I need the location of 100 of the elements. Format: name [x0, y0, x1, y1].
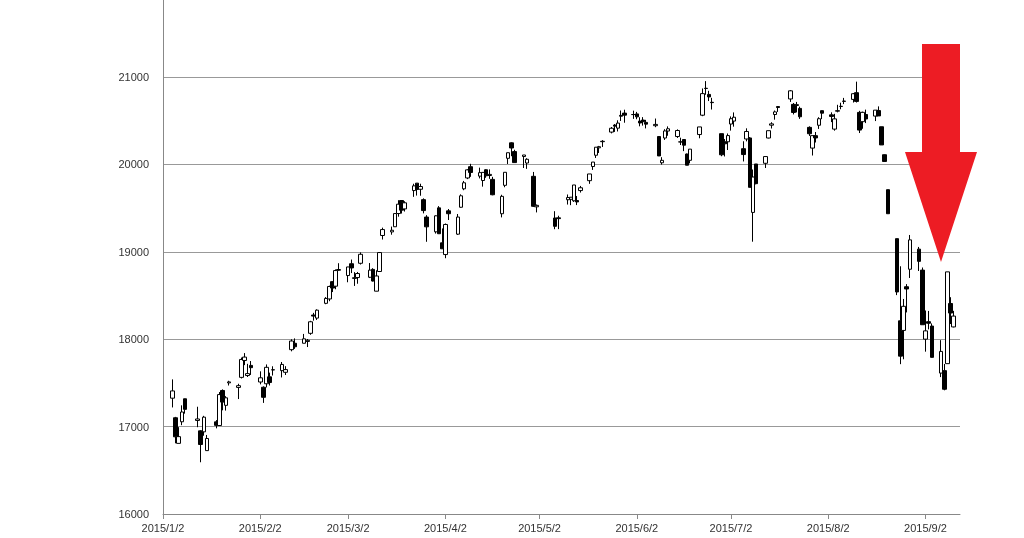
- x-tick-label: 2015/1/2: [141, 521, 185, 534]
- candlestick: [302, 333, 306, 344]
- candlestick: [261, 385, 266, 404]
- x-tick-label: 2015/8/2: [806, 521, 850, 534]
- candlestick: [352, 271, 357, 287]
- x-tick-label: 2015/7/2: [709, 521, 753, 534]
- candlestick: [572, 184, 576, 203]
- candlestick: [412, 183, 416, 198]
- candlestick: [710, 97, 714, 111]
- candlestick: [283, 365, 288, 376]
- candlestick: [315, 308, 319, 321]
- candlestick: [280, 361, 284, 378]
- candlestick: [613, 123, 617, 133]
- y-tick-label: 16000: [118, 508, 149, 520]
- candlestick: [578, 185, 583, 194]
- candlestick: [249, 360, 253, 376]
- candlestick: [236, 383, 241, 400]
- candlestick: [390, 226, 394, 236]
- candlestick: [675, 128, 680, 139]
- candlestick: [788, 89, 793, 103]
- candlestick: [522, 154, 526, 169]
- candlestick: [446, 208, 451, 221]
- candlestick: [468, 163, 473, 178]
- x-tick-label: 2015/3/2: [326, 521, 370, 534]
- y-tick-label: 19000: [118, 245, 149, 258]
- candlestick: [311, 312, 316, 322]
- candlestick: [732, 111, 736, 128]
- candlestick: [854, 81, 859, 104]
- candlestick: [358, 251, 363, 266]
- candlestick: [421, 197, 426, 214]
- candlestick: [644, 119, 648, 129]
- candlestick: [587, 173, 592, 185]
- candlestick: [609, 126, 614, 134]
- candlestick: [481, 171, 485, 188]
- candlestick: [763, 156, 768, 169]
- candlestick: [271, 365, 275, 377]
- candlestick: [289, 338, 294, 352]
- candlestick: [368, 262, 372, 279]
- candlestick: [500, 194, 504, 218]
- candlestick: [459, 193, 463, 209]
- candlestick: [490, 176, 495, 196]
- candlestick: [594, 146, 598, 159]
- candlestick: [591, 161, 595, 171]
- x-tick-label: 2015/9/2: [904, 521, 947, 534]
- candlestick: [697, 126, 702, 139]
- candlestick: [227, 380, 231, 386]
- candlestick: [553, 210, 557, 230]
- candlestick: [663, 128, 667, 141]
- candlestick: [682, 139, 686, 152]
- candlestick: [886, 189, 890, 215]
- candlestick: [556, 215, 561, 230]
- candlestick: [832, 113, 837, 132]
- candlestick: [525, 157, 529, 170]
- y-tick-label: 20000: [118, 158, 149, 171]
- candlestick: [879, 126, 884, 146]
- candlestick: [195, 406, 200, 428]
- candlestick: [729, 115, 733, 132]
- candlestick: [876, 105, 881, 117]
- candlestick: [170, 378, 175, 408]
- candlestick: [657, 135, 661, 157]
- candlestick: [531, 171, 536, 208]
- candlestick: [835, 104, 840, 113]
- candlestick: [882, 153, 887, 162]
- candlestick: [631, 110, 636, 120]
- candlestick: [415, 182, 419, 197]
- candlestick: [308, 320, 313, 336]
- candlestick: [908, 234, 912, 279]
- x-tick-label: 2015/4/2: [423, 521, 467, 534]
- y-tick-label: 17000: [118, 420, 149, 433]
- candlestick: [305, 338, 310, 348]
- candlestick: [462, 180, 466, 191]
- candlestick: [402, 200, 407, 213]
- candlestick: [719, 133, 724, 157]
- candlestick: [860, 111, 865, 130]
- candlestick: [688, 148, 692, 164]
- candlestick: [418, 183, 423, 197]
- candlestick: [660, 156, 664, 166]
- candlestick: [798, 106, 802, 120]
- x-tick-label: 2015/2/2: [238, 521, 282, 534]
- candlestick: [638, 116, 642, 127]
- candlestick: [424, 214, 429, 243]
- candlestick: [766, 130, 771, 139]
- candlestick: [173, 416, 178, 444]
- candlestick: [616, 119, 620, 132]
- y-tick-label: 21000: [118, 70, 149, 83]
- candlestick: [641, 116, 645, 127]
- candlestick: [456, 213, 460, 236]
- candlestick: [773, 109, 777, 121]
- candlestick: [769, 121, 774, 129]
- x-tick-label: 2015/6/2: [615, 521, 659, 534]
- candlestick: [741, 140, 746, 162]
- candlestick: [666, 125, 670, 137]
- candlestick: [839, 102, 843, 110]
- candlestick: [205, 434, 209, 452]
- y-tick-label: 18000: [118, 333, 149, 346]
- candlestick: [380, 227, 385, 241]
- x-tick-label: 2015/5/2: [518, 521, 561, 534]
- candlestick: [566, 194, 570, 206]
- candlestick: [842, 97, 846, 105]
- candlestick: [355, 271, 360, 285]
